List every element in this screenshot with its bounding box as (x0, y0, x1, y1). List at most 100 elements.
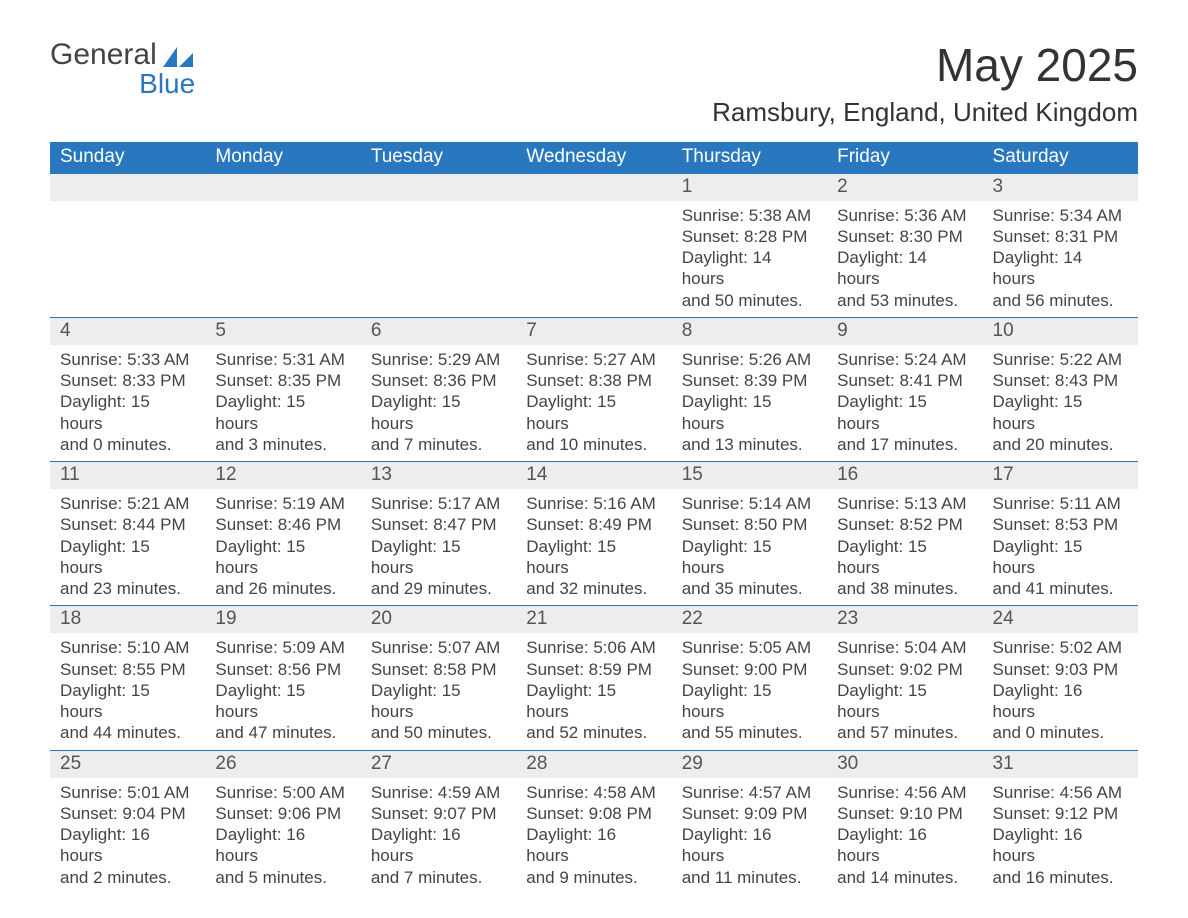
page-header: General Blue May 2025 Ramsbury, England,… (50, 40, 1138, 128)
day-sunrise: Sunrise: 4:59 AM (371, 782, 506, 803)
weekday-header: Saturday (983, 142, 1138, 174)
day-dl1: Daylight: 15 hours (371, 536, 506, 579)
day-number: 3 (983, 174, 1138, 201)
day-number: 25 (50, 751, 205, 778)
day-sunrise: Sunrise: 5:02 AM (993, 637, 1128, 658)
day-cell: 14Sunrise: 5:16 AMSunset: 8:49 PMDayligh… (516, 462, 671, 605)
day-cell: 21Sunrise: 5:06 AMSunset: 8:59 PMDayligh… (516, 606, 671, 749)
day-sunrise: Sunrise: 4:58 AM (526, 782, 661, 803)
day-number: 24 (983, 606, 1138, 633)
day-dl1: Daylight: 16 hours (371, 824, 506, 867)
logo-word-blue: Blue (50, 68, 195, 100)
day-cell: 16Sunrise: 5:13 AMSunset: 8:52 PMDayligh… (827, 462, 982, 605)
day-sunrise: Sunrise: 5:27 AM (526, 349, 661, 370)
day-dl1: Daylight: 15 hours (215, 536, 350, 579)
day-number (50, 174, 205, 201)
day-dl1: Daylight: 16 hours (60, 824, 195, 867)
day-dl2: and 47 minutes. (215, 722, 350, 743)
day-cell (361, 174, 516, 317)
day-dl2: and 11 minutes. (682, 867, 817, 888)
day-dl2: and 50 minutes. (682, 290, 817, 311)
day-dl1: Daylight: 15 hours (526, 391, 661, 434)
day-number: 12 (205, 462, 360, 489)
day-sunset: Sunset: 8:36 PM (371, 370, 506, 391)
day-cell: 7Sunrise: 5:27 AMSunset: 8:38 PMDaylight… (516, 318, 671, 461)
day-sunset: Sunset: 9:10 PM (837, 803, 972, 824)
day-dl1: Daylight: 15 hours (682, 536, 817, 579)
day-dl1: Daylight: 15 hours (837, 391, 972, 434)
day-dl2: and 5 minutes. (215, 867, 350, 888)
day-dl1: Daylight: 15 hours (215, 680, 350, 723)
day-cell: 6Sunrise: 5:29 AMSunset: 8:36 PMDaylight… (361, 318, 516, 461)
day-cell (50, 174, 205, 317)
day-sunset: Sunset: 8:43 PM (993, 370, 1128, 391)
day-details: Sunrise: 5:01 AMSunset: 9:04 PMDaylight:… (50, 778, 205, 894)
day-dl1: Daylight: 15 hours (371, 391, 506, 434)
day-details: Sunrise: 5:00 AMSunset: 9:06 PMDaylight:… (205, 778, 360, 894)
day-cell: 19Sunrise: 5:09 AMSunset: 8:56 PMDayligh… (205, 606, 360, 749)
day-sunrise: Sunrise: 4:56 AM (837, 782, 972, 803)
day-details: Sunrise: 5:09 AMSunset: 8:56 PMDaylight:… (205, 633, 360, 749)
day-sunrise: Sunrise: 5:17 AM (371, 493, 506, 514)
day-number (361, 174, 516, 201)
day-dl2: and 23 minutes. (60, 578, 195, 599)
day-number: 23 (827, 606, 982, 633)
day-details: Sunrise: 5:04 AMSunset: 9:02 PMDaylight:… (827, 633, 982, 749)
day-number: 30 (827, 751, 982, 778)
day-sunset: Sunset: 8:33 PM (60, 370, 195, 391)
day-cell (516, 174, 671, 317)
day-cell: 17Sunrise: 5:11 AMSunset: 8:53 PMDayligh… (983, 462, 1138, 605)
day-dl1: Daylight: 15 hours (837, 536, 972, 579)
calendar-week: 18Sunrise: 5:10 AMSunset: 8:55 PMDayligh… (50, 605, 1138, 749)
day-sunrise: Sunrise: 5:05 AM (682, 637, 817, 658)
day-sunrise: Sunrise: 5:00 AM (215, 782, 350, 803)
day-number: 2 (827, 174, 982, 201)
day-dl1: Daylight: 15 hours (682, 680, 817, 723)
day-number: 6 (361, 318, 516, 345)
day-sunrise: Sunrise: 5:07 AM (371, 637, 506, 658)
day-dl2: and 9 minutes. (526, 867, 661, 888)
day-cell: 20Sunrise: 5:07 AMSunset: 8:58 PMDayligh… (361, 606, 516, 749)
day-dl1: Daylight: 15 hours (215, 391, 350, 434)
day-dl2: and 55 minutes. (682, 722, 817, 743)
day-number: 1 (672, 174, 827, 201)
day-dl2: and 32 minutes. (526, 578, 661, 599)
location-text: Ramsbury, England, United Kingdom (712, 97, 1138, 128)
day-dl1: Daylight: 16 hours (993, 680, 1128, 723)
day-details: Sunrise: 5:29 AMSunset: 8:36 PMDaylight:… (361, 345, 516, 461)
day-details: Sunrise: 5:34 AMSunset: 8:31 PMDaylight:… (983, 201, 1138, 317)
day-sunrise: Sunrise: 4:57 AM (682, 782, 817, 803)
day-details: Sunrise: 5:17 AMSunset: 8:47 PMDaylight:… (361, 489, 516, 605)
day-details: Sunrise: 5:05 AMSunset: 9:00 PMDaylight:… (672, 633, 827, 749)
day-details: Sunrise: 4:59 AMSunset: 9:07 PMDaylight:… (361, 778, 516, 894)
day-sunset: Sunset: 9:06 PM (215, 803, 350, 824)
day-dl2: and 0 minutes. (993, 722, 1128, 743)
title-block: May 2025 Ramsbury, England, United Kingd… (712, 40, 1138, 128)
day-cell: 4Sunrise: 5:33 AMSunset: 8:33 PMDaylight… (50, 318, 205, 461)
calendar-week: 25Sunrise: 5:01 AMSunset: 9:04 PMDayligh… (50, 750, 1138, 894)
calendar-page: General Blue May 2025 Ramsbury, England,… (0, 0, 1188, 914)
day-details: Sunrise: 5:11 AMSunset: 8:53 PMDaylight:… (983, 489, 1138, 605)
day-sunset: Sunset: 8:55 PM (60, 659, 195, 680)
day-sunrise: Sunrise: 5:04 AM (837, 637, 972, 658)
month-title: May 2025 (712, 40, 1138, 91)
day-dl2: and 3 minutes. (215, 434, 350, 455)
day-number: 5 (205, 318, 360, 345)
day-cell: 23Sunrise: 5:04 AMSunset: 9:02 PMDayligh… (827, 606, 982, 749)
day-details: Sunrise: 5:38 AMSunset: 8:28 PMDaylight:… (672, 201, 827, 317)
day-sunset: Sunset: 8:35 PM (215, 370, 350, 391)
day-details: Sunrise: 5:16 AMSunset: 8:49 PMDaylight:… (516, 489, 671, 605)
day-number: 28 (516, 751, 671, 778)
day-dl1: Daylight: 14 hours (837, 247, 972, 290)
day-number: 11 (50, 462, 205, 489)
day-cell: 1Sunrise: 5:38 AMSunset: 8:28 PMDaylight… (672, 174, 827, 317)
day-dl1: Daylight: 15 hours (993, 391, 1128, 434)
day-sunrise: Sunrise: 5:06 AM (526, 637, 661, 658)
day-cell: 8Sunrise: 5:26 AMSunset: 8:39 PMDaylight… (672, 318, 827, 461)
day-dl2: and 17 minutes. (837, 434, 972, 455)
day-cell: 12Sunrise: 5:19 AMSunset: 8:46 PMDayligh… (205, 462, 360, 605)
day-dl1: Daylight: 15 hours (993, 536, 1128, 579)
day-details (361, 201, 516, 211)
day-cell: 9Sunrise: 5:24 AMSunset: 8:41 PMDaylight… (827, 318, 982, 461)
day-dl2: and 44 minutes. (60, 722, 195, 743)
